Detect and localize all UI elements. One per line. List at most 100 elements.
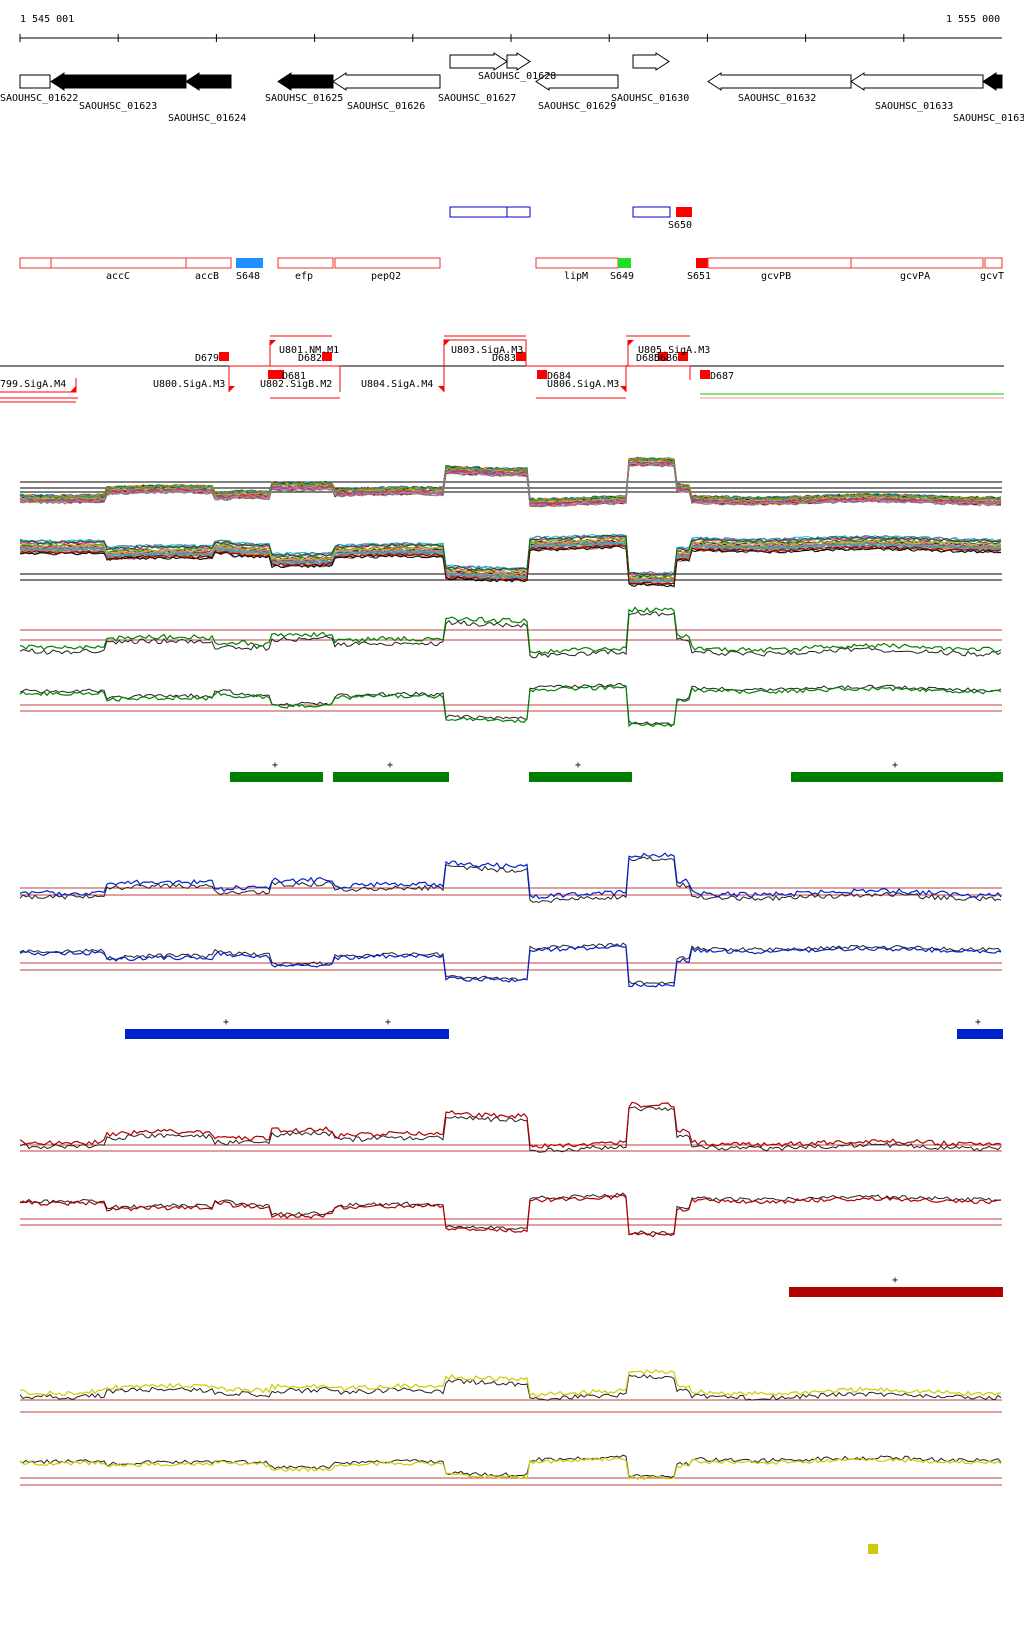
gene-label: SAOUHSC_01626 bbox=[347, 101, 425, 112]
segment-S649[interactable] bbox=[618, 258, 631, 268]
blue-feature[interactable] bbox=[449, 206, 508, 218]
regulatory-mark[interactable] bbox=[219, 352, 229, 361]
gene-label: SAOUHSC_01625 bbox=[265, 93, 343, 104]
gene-arrow[interactable] bbox=[19, 74, 51, 89]
segment-label: S649 bbox=[610, 271, 634, 282]
plus-marker: + bbox=[223, 1017, 229, 1028]
gene-name-label: lipM bbox=[564, 271, 588, 282]
regulatory-label: U803.SigA.M3 bbox=[451, 345, 523, 356]
start-coordinate: 1 545 001 bbox=[20, 14, 74, 25]
regulatory-mark[interactable] bbox=[268, 370, 284, 379]
regulatory-label: U806.SigA.M3 bbox=[547, 379, 619, 390]
segment-S651[interactable] bbox=[696, 258, 708, 268]
segment-bar[interactable] bbox=[230, 772, 323, 782]
gene-label: SAOUHSC_01623 bbox=[79, 101, 157, 112]
profile-line bbox=[19, 534, 1002, 575]
regulatory-mark[interactable] bbox=[516, 352, 526, 361]
segment-bar[interactable] bbox=[789, 1287, 1003, 1297]
plus-marker: + bbox=[575, 760, 581, 771]
blue-feature[interactable] bbox=[632, 206, 671, 218]
regulatory-label: D684 bbox=[547, 371, 571, 382]
condition-track bbox=[19, 1101, 1002, 1238]
plus-marker: + bbox=[975, 1017, 981, 1028]
gene-arrow[interactable] bbox=[277, 72, 334, 91]
plus-marker: + bbox=[892, 1275, 898, 1286]
segment-bar[interactable] bbox=[529, 772, 632, 782]
gene-label: SAOUHSC_01628 bbox=[478, 71, 556, 82]
segment-S650[interactable] bbox=[676, 207, 692, 217]
annotation-track: accC accB S648 efp pepQ2 lipM S649 S651 … bbox=[19, 257, 1004, 282]
profile-line bbox=[19, 461, 1002, 506]
gene-name-label: gcvT bbox=[980, 271, 1004, 282]
multi-condition-profiles bbox=[19, 456, 1002, 588]
annotation-box[interactable] bbox=[535, 257, 619, 269]
annotation-box[interactable] bbox=[850, 257, 984, 269]
profile-line bbox=[19, 456, 1002, 502]
regulatory-label: U801.NM.M1 bbox=[279, 345, 339, 356]
gene-arrow[interactable] bbox=[50, 72, 187, 91]
gene-arrow[interactable] bbox=[449, 52, 508, 71]
regulatory-label: D686 bbox=[654, 353, 678, 364]
gene-arrow[interactable] bbox=[632, 52, 670, 71]
annotation-box[interactable] bbox=[984, 257, 1003, 269]
gene-arrow[interactable] bbox=[506, 52, 531, 71]
coordinate-ruler: 1 545 001 1 555 000 bbox=[19, 14, 1002, 42]
regulatory-mark[interactable] bbox=[700, 370, 710, 379]
segment-bar[interactable] bbox=[125, 1029, 449, 1039]
condition-track bbox=[19, 852, 1002, 988]
segment-bar[interactable] bbox=[791, 772, 1003, 782]
gene-name-label: pepQ2 bbox=[371, 271, 401, 282]
end-coordinate: 1 555 000 bbox=[946, 14, 1000, 25]
plus-marker: + bbox=[272, 760, 278, 771]
regulatory-mark[interactable] bbox=[322, 352, 332, 361]
regulatory-mark[interactable] bbox=[658, 352, 668, 361]
regulatory-label: D682 bbox=[298, 353, 322, 364]
regulatory-label: D679 bbox=[195, 353, 219, 364]
profile-line bbox=[19, 534, 1002, 576]
gene-label: SAOUHSC_01632 bbox=[738, 93, 816, 104]
annotation-box[interactable] bbox=[707, 257, 852, 269]
gene-name-label: accB bbox=[195, 271, 219, 282]
gene-track: SAOUHSC_01622 SAOUHSC_01623 SAOUHSC_0162… bbox=[0, 52, 1024, 124]
gene-name-label: gcvPB bbox=[761, 271, 791, 282]
annotation-box[interactable] bbox=[185, 257, 232, 269]
gene-arrow[interactable] bbox=[185, 72, 232, 91]
gene-arrow[interactable] bbox=[332, 72, 441, 91]
gene-label: SAOUHSC_0163 bbox=[953, 113, 1024, 124]
gene-arrow[interactable] bbox=[850, 72, 984, 91]
segment-bar[interactable] bbox=[957, 1029, 1003, 1039]
regulatory-mark[interactable] bbox=[678, 352, 688, 361]
annotation-box[interactable] bbox=[19, 257, 52, 269]
gene-label: SAOUHSC_01624 bbox=[168, 113, 246, 124]
gene-label: SAOUHSC_01630 bbox=[611, 93, 689, 104]
gene-label: SAOUHSC_01627 bbox=[438, 93, 516, 104]
segment-bar[interactable] bbox=[333, 772, 449, 782]
profile-line bbox=[19, 462, 1002, 508]
gene-name-label: gcvPA bbox=[900, 271, 930, 282]
regulatory-label: U805.SigA.M3 bbox=[638, 345, 710, 356]
annotation-box[interactable] bbox=[334, 257, 441, 269]
segment-label: S648 bbox=[236, 271, 260, 282]
segment-bar[interactable] bbox=[868, 1544, 878, 1554]
blue-feature[interactable] bbox=[506, 206, 531, 218]
annotation-box[interactable] bbox=[50, 257, 187, 269]
segment-label: S651 bbox=[687, 271, 711, 282]
regulatory-mark[interactable] bbox=[537, 370, 547, 379]
profile-line bbox=[19, 462, 1002, 507]
profile-line bbox=[19, 538, 1002, 580]
profile-line bbox=[19, 457, 1002, 502]
segment-S648[interactable] bbox=[236, 258, 263, 268]
regulatory-label: D683 bbox=[492, 353, 516, 364]
gene-arrow[interactable] bbox=[707, 72, 852, 91]
gene-name-label: efp bbox=[295, 271, 313, 282]
gene-arrow[interactable] bbox=[982, 72, 1003, 91]
gene-arrow[interactable] bbox=[535, 72, 619, 91]
plus-marker: + bbox=[892, 760, 898, 771]
plus-marker: + bbox=[385, 1017, 391, 1028]
segment-bars: + + + + + + + + bbox=[125, 760, 1003, 1554]
regulatory-track: 799.SigA.M4 U800.SigA.M3 D679 U801.NM.M1… bbox=[0, 335, 1004, 403]
annotation-box[interactable] bbox=[277, 257, 334, 269]
segment-label: S650 bbox=[668, 220, 692, 231]
gene-label: SAOUHSC_01622 bbox=[0, 93, 78, 104]
